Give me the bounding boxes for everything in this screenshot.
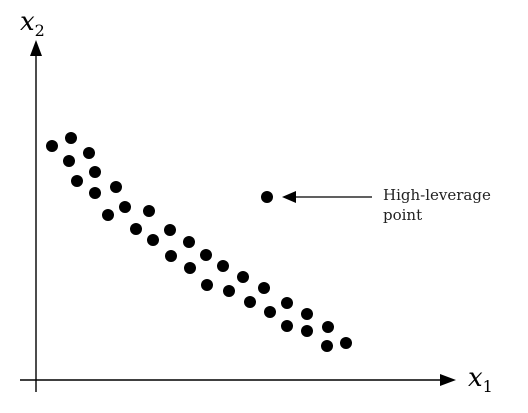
data-point: [164, 224, 176, 236]
data-point: [301, 325, 313, 337]
y-axis-label-base: x: [20, 7, 35, 37]
data-point: [264, 306, 276, 318]
data-point: [89, 166, 101, 178]
x-axis-label-subscript: 1: [483, 377, 493, 396]
data-point: [71, 175, 83, 187]
data-point: [281, 320, 293, 332]
data-point: [143, 205, 155, 217]
high-leverage-point: [261, 191, 273, 203]
data-point: [183, 236, 195, 248]
data-point: [201, 279, 213, 291]
data-point: [244, 296, 256, 308]
data-point: [223, 285, 235, 297]
data-point: [322, 321, 334, 333]
data-point: [130, 223, 142, 235]
y-axis-label: x2: [20, 7, 45, 40]
data-point: [63, 155, 75, 167]
data-point: [184, 262, 196, 274]
annotation-arrowhead: [282, 191, 296, 203]
data-point: [147, 234, 159, 246]
scatter-points: [46, 132, 352, 352]
annotation-line-2: point: [383, 206, 422, 224]
x-axis-arrowhead: [440, 374, 456, 386]
data-point: [258, 282, 270, 294]
data-point: [217, 260, 229, 272]
data-point: [301, 308, 313, 320]
data-point: [321, 340, 333, 352]
data-point: [46, 140, 58, 152]
data-point: [281, 297, 293, 309]
data-point: [83, 147, 95, 159]
y-axis-arrowhead: [30, 40, 42, 56]
data-point: [340, 337, 352, 349]
data-point: [89, 187, 101, 199]
data-point: [119, 201, 131, 213]
data-point: [237, 271, 249, 283]
annotation-line-1: High-leverage: [383, 186, 491, 204]
data-point: [165, 250, 177, 262]
data-point: [110, 181, 122, 193]
data-point: [65, 132, 77, 144]
data-point: [102, 209, 114, 221]
x-axis-label: x1: [468, 363, 493, 396]
y-axis-label-subscript: 2: [35, 21, 45, 40]
x-axis-label-base: x: [468, 363, 483, 393]
data-point: [200, 249, 212, 261]
